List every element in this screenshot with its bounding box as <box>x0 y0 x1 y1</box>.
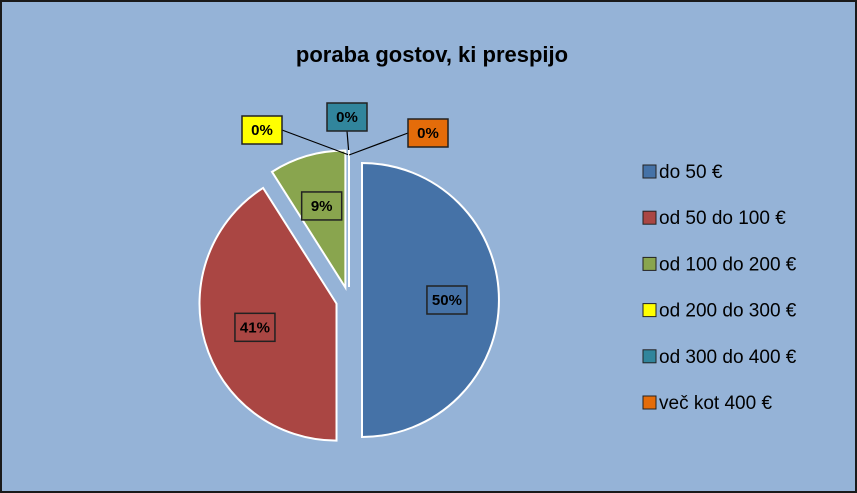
data-label-box <box>234 312 276 343</box>
legend-swatch <box>642 256 657 271</box>
data-label: 0% <box>417 125 439 142</box>
leader-line <box>348 132 409 156</box>
data-label: 0% <box>251 122 273 139</box>
data-label: 0% <box>336 109 358 126</box>
legend-swatch <box>642 303 657 318</box>
legend-swatch <box>642 210 657 225</box>
legend-label: od 100 do 200 € <box>659 254 797 275</box>
data-label-box <box>326 102 368 132</box>
legend-swatch <box>642 395 657 410</box>
data-label: 9% <box>311 198 333 215</box>
data-label-box <box>407 118 449 148</box>
legend-label: od 200 do 300 € <box>659 301 797 322</box>
leader-line <box>281 129 350 156</box>
legend-label: od 300 do 400 € <box>659 347 797 368</box>
legend-label: do 50 € <box>659 162 723 183</box>
legend-swatch <box>642 164 657 179</box>
data-label-box <box>426 285 468 315</box>
data-label: 41% <box>240 319 270 336</box>
data-label: 50% <box>432 292 462 309</box>
data-label-box <box>241 115 283 145</box>
legend-label: več kot 400 € <box>659 393 772 414</box>
data-label-box <box>300 191 343 221</box>
chart-title: poraba gostov, ki prespijo <box>296 42 568 67</box>
legend-label: od 50 do 100 € <box>659 208 786 229</box>
legend-swatch <box>642 349 657 364</box>
